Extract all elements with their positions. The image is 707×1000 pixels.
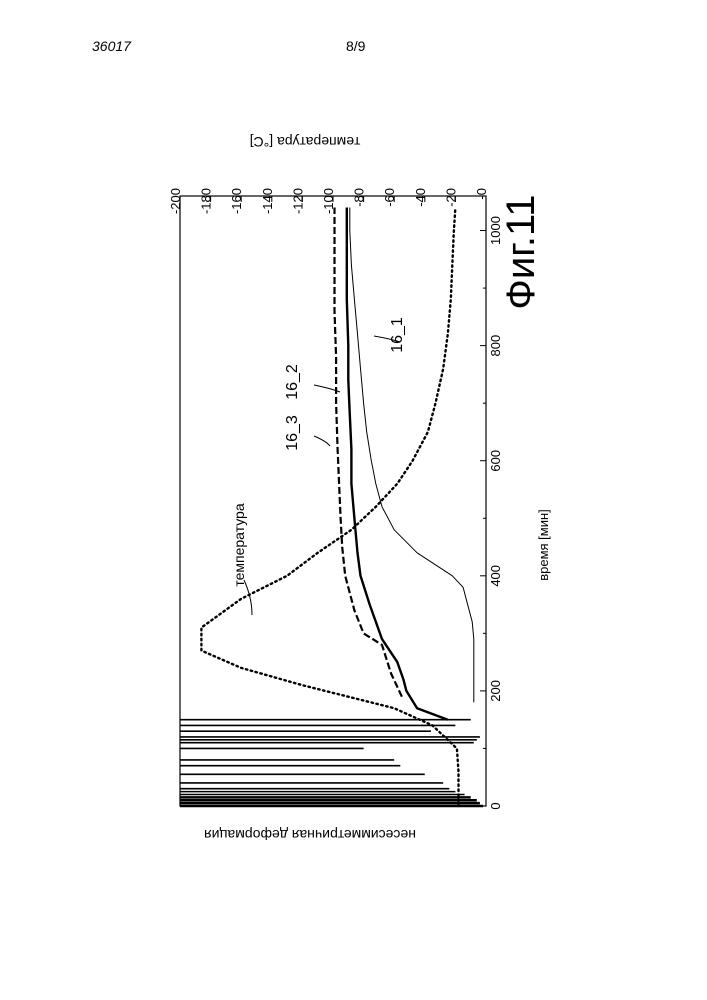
series-line-16-1 [350, 208, 474, 703]
callout-leader [314, 436, 330, 446]
y2-tick-label: -200 [168, 188, 183, 214]
x-tick-label: 800 [488, 335, 503, 357]
y2-tick-label: -140 [260, 188, 275, 214]
series-label: 16_3 [284, 415, 301, 451]
y2-tick-label: -60 [382, 188, 397, 207]
series-label: температура [231, 503, 247, 586]
series-line-16-3 [335, 208, 402, 697]
plot-frame [180, 196, 486, 806]
y2-axis-title: температура [°C] [250, 134, 361, 150]
series-label: 16_1 [389, 317, 406, 353]
y2-tick-label: -0 [474, 188, 489, 200]
x-tick-label: 400 [488, 565, 503, 587]
y-axis-title: несесимметричная деформация [204, 827, 416, 843]
y2-tick-label: -160 [229, 188, 244, 214]
y2-tick-label: -120 [290, 188, 305, 214]
x-tick-label: 600 [488, 450, 503, 472]
series-label: 16_2 [284, 364, 301, 400]
figure-label: Фиг.11 [499, 194, 543, 309]
y2-tick-label: -20 [443, 188, 458, 207]
y2-tick-label: -40 [413, 188, 428, 207]
series-line-16-2 [347, 208, 448, 720]
x-tick-label: 200 [488, 680, 503, 702]
y2-tick-label: -80 [352, 188, 367, 207]
x-axis-title: время [мин] [536, 509, 551, 581]
rotated-chart: 02004006008001000-0-20-40-60-80-100-120-… [168, 134, 551, 843]
y2-tick-label: -180 [199, 188, 214, 214]
x-tick-label: 0 [488, 802, 503, 809]
